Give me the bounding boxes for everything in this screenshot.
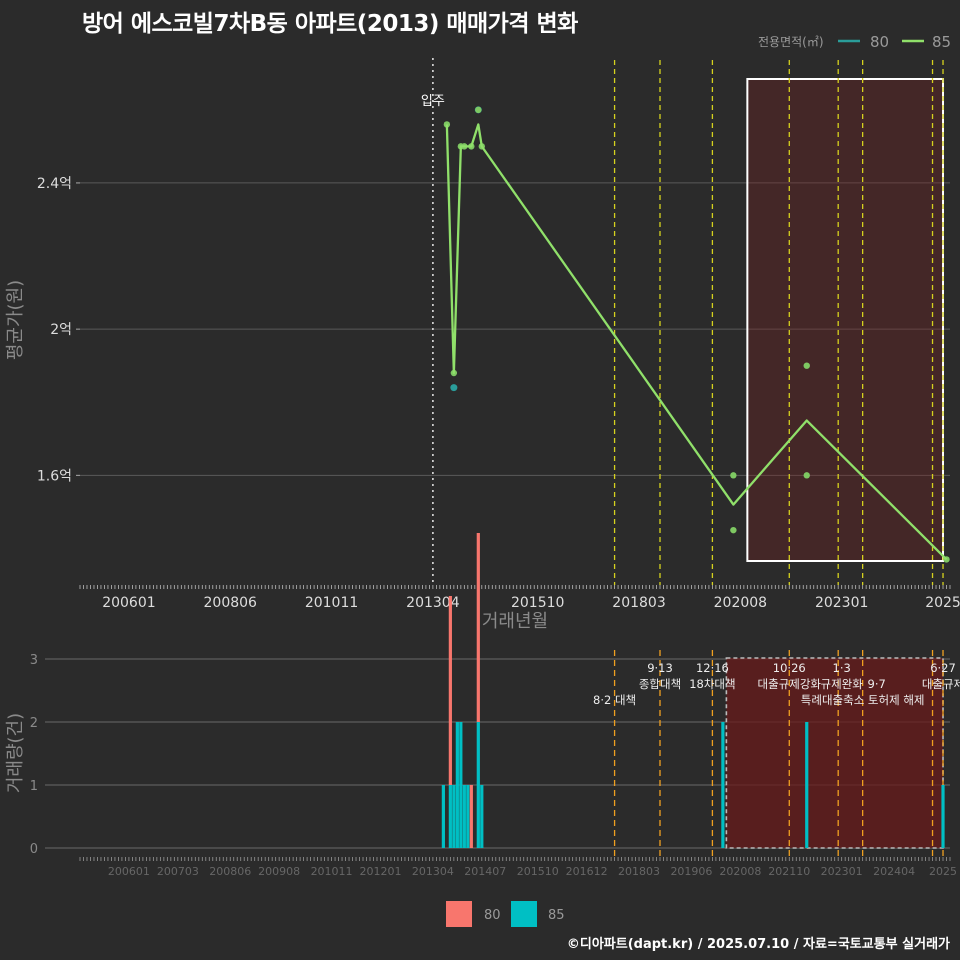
- x-tick-label: 201612: [566, 865, 608, 878]
- x-tick-label: 200806: [209, 865, 251, 878]
- y-axis-title: 거래량(건): [5, 713, 26, 793]
- policy-label: 12·16: [696, 661, 729, 675]
- y-tick-label: 2.4억: [37, 176, 72, 192]
- x-tick-label: 200806: [204, 595, 258, 611]
- x-tick-label: 202301: [821, 865, 863, 878]
- bar-85: [480, 785, 484, 848]
- legend-title: 전용면적(㎡): [758, 35, 824, 49]
- legend-label-80: 80: [484, 908, 501, 923]
- point-85: [475, 106, 482, 114]
- policy-label: 대출규제: [922, 677, 960, 691]
- x-tick-label: 201011: [305, 595, 358, 611]
- bar-85: [441, 785, 445, 848]
- point-80: [450, 384, 458, 392]
- policy-label: 대출규제강화: [758, 677, 822, 691]
- policy-label: 종합대책: [639, 677, 681, 691]
- bar-80: [476, 533, 480, 722]
- policy-label: 규제완화: [821, 677, 864, 691]
- policy-label: 특례대출축소 토허제 해제: [801, 693, 925, 707]
- highlight-region: [746, 78, 945, 562]
- bar-85: [452, 785, 456, 848]
- x-tick-label: 202008: [719, 865, 761, 878]
- series-line-85: [445, 123, 948, 561]
- x-tick-label: 200601: [108, 865, 150, 878]
- policy-label: 6·27: [930, 661, 956, 675]
- x-tick-label: 201304: [406, 595, 460, 611]
- bar-80: [469, 785, 473, 848]
- point-85: [730, 472, 737, 479]
- x-tick-label: 201510: [511, 595, 564, 611]
- bar-85: [462, 785, 466, 848]
- x-tick-label: 200601: [102, 595, 155, 611]
- bar-80: [448, 596, 452, 785]
- x-tick-label: 201803: [618, 865, 660, 878]
- bar-85: [466, 785, 470, 848]
- highlight-region: [725, 657, 944, 849]
- legend-key-85: [511, 901, 537, 927]
- y-tick-label: 1.6억: [37, 468, 72, 484]
- point-85: [803, 362, 810, 369]
- x-tick-label: 201510: [517, 865, 559, 878]
- bar-85: [448, 785, 452, 848]
- source-credit: ©디아파트(dapt.kr) / 2025.07.10 / 자료=국토교통부 실…: [566, 937, 950, 952]
- legend-label-85: 85: [548, 908, 565, 923]
- bar-85: [455, 722, 459, 848]
- x-tick-label: 202110: [768, 865, 810, 878]
- point-85: [803, 472, 810, 479]
- x-tick-label: 201201: [359, 865, 401, 878]
- y-tick-label: 1: [30, 779, 38, 794]
- legend-key-80: [446, 901, 472, 927]
- x-tick-label: 201803: [612, 595, 665, 611]
- x-tick-label: 202404: [873, 865, 915, 878]
- bar-85: [721, 722, 725, 848]
- x-axis-title: 거래년월: [482, 611, 548, 632]
- bar-85: [805, 722, 809, 848]
- x-tick-label: 201906: [670, 865, 712, 878]
- x-tick-label: 2025: [925, 595, 960, 611]
- x-tick-label: 201304: [412, 865, 454, 878]
- x-tick-label: 2025: [929, 865, 957, 878]
- y-tick-label: 0: [30, 842, 38, 857]
- bar-85: [459, 722, 463, 848]
- y-tick-label: 2: [30, 716, 38, 731]
- x-tick-label: 202301: [815, 595, 868, 611]
- x-tick-label: 200703: [157, 865, 199, 878]
- point-85: [443, 121, 451, 128]
- policy-label: 8·2 대책: [593, 693, 636, 707]
- y-tick-label: 3: [30, 653, 38, 668]
- x-tick-label: 201011: [311, 865, 353, 878]
- point-85: [730, 526, 737, 534]
- policy-label: 10·26: [773, 661, 806, 675]
- policy-label: 9·7: [868, 677, 886, 691]
- y-tick-label: 2억: [50, 322, 72, 338]
- bar-85: [476, 722, 480, 848]
- policy-label: 18차대책: [689, 677, 735, 691]
- legend-label-85: 85: [932, 33, 951, 51]
- policy-label: 9·13: [647, 661, 673, 675]
- chart-title: 방어 에스코빌7차B동 아파트(2013) 매매가격 변화: [82, 11, 578, 37]
- x-tick-label: 200908: [258, 865, 300, 878]
- y-axis-title: 평균가(원): [5, 280, 26, 360]
- policy-label: 1·3: [833, 661, 851, 675]
- legend-label-80: 80: [870, 33, 889, 51]
- x-tick-label: 201407: [464, 865, 506, 878]
- occupancy-label: 입주: [421, 94, 445, 109]
- x-tick-label: 202008: [714, 595, 767, 611]
- bar-85: [941, 785, 945, 848]
